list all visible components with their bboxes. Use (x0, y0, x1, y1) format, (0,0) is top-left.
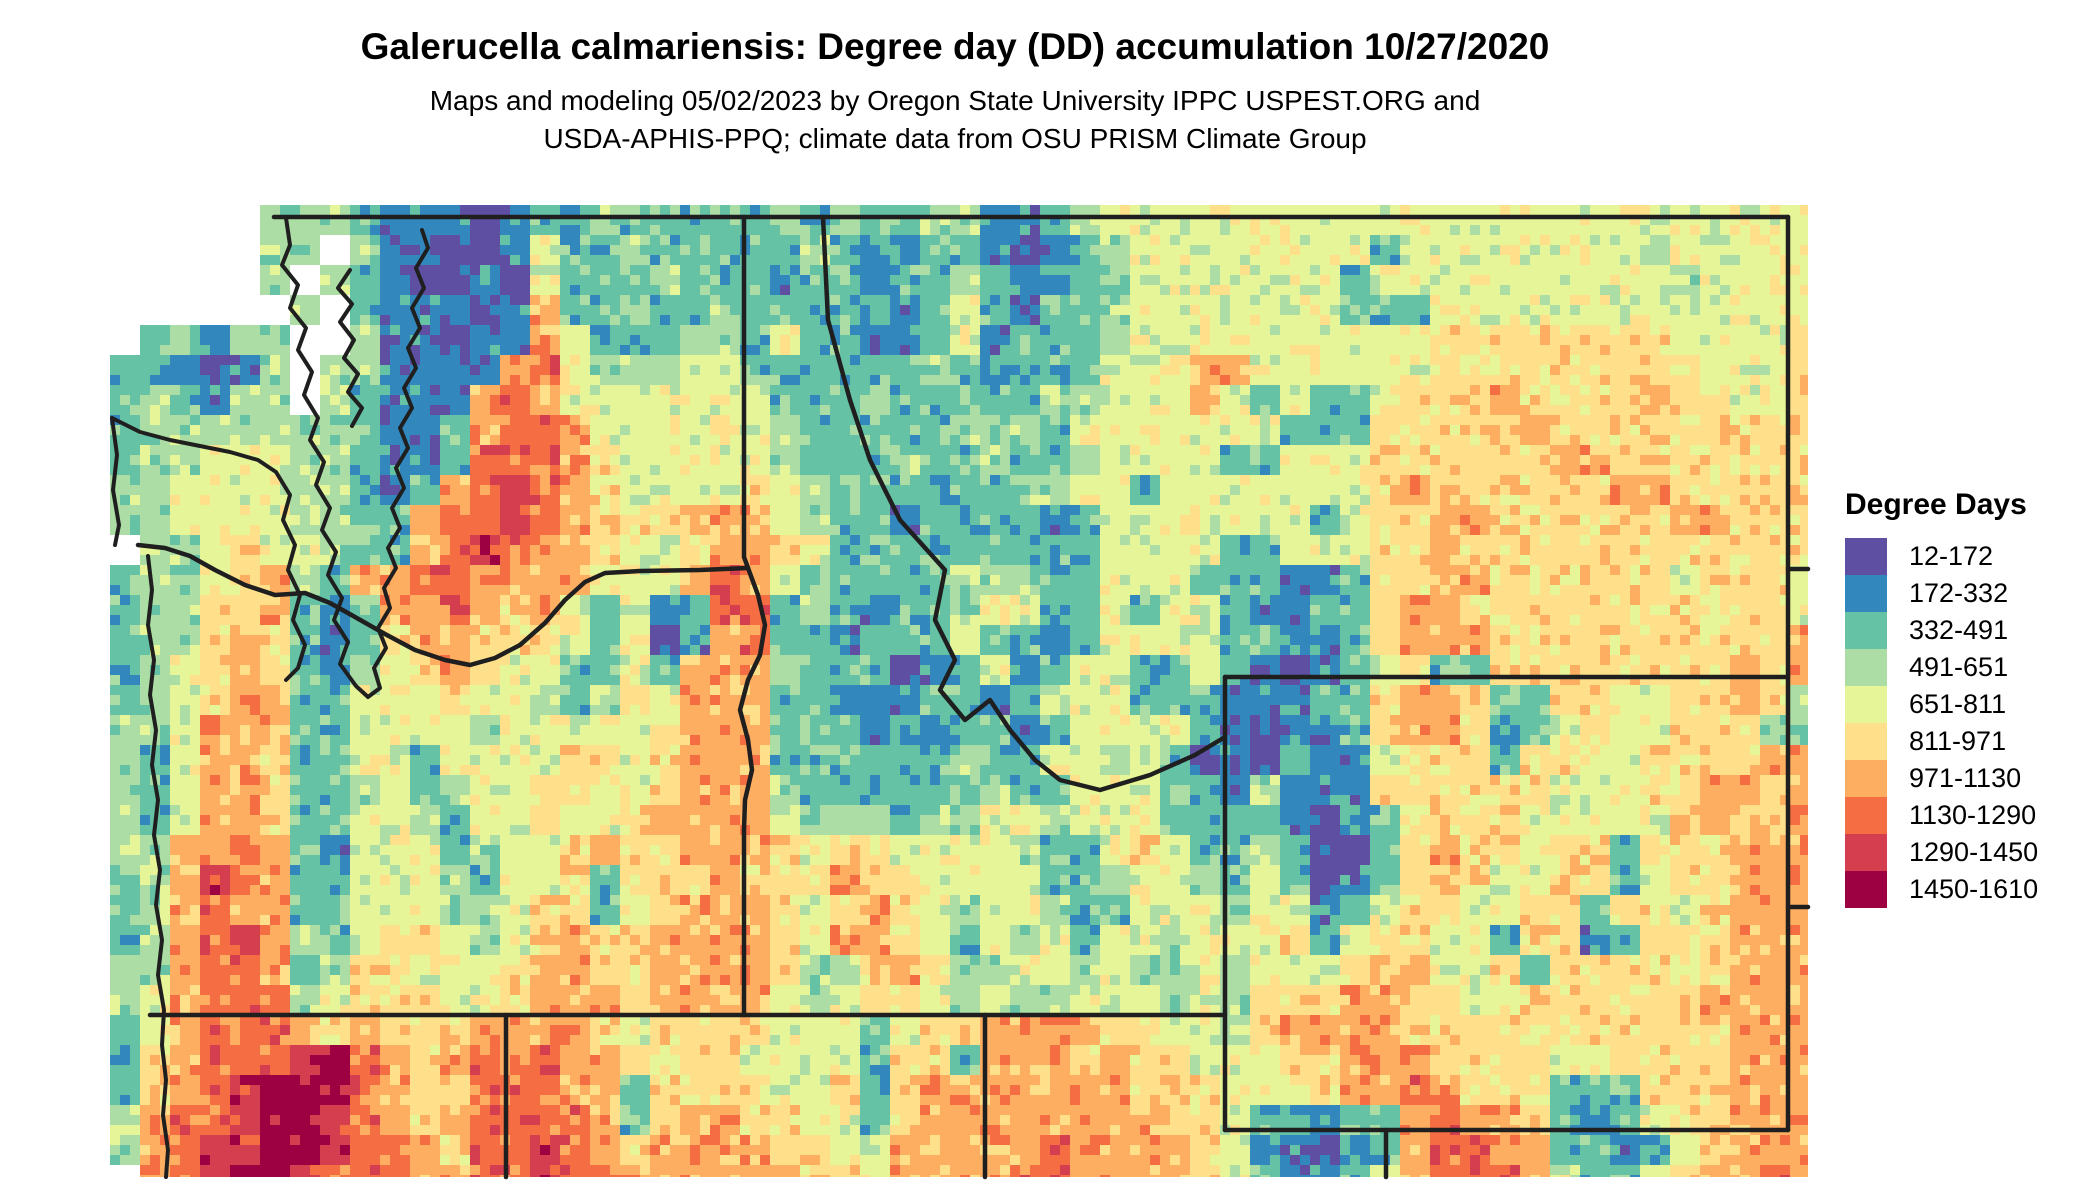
map-raster (110, 205, 1808, 1177)
legend-label: 1130-1290 (1909, 800, 2037, 830)
legend-swatch-icon (1845, 834, 1887, 871)
legend-row: 811-971 (1845, 723, 2095, 760)
legend-row: 971-1130 (1845, 760, 2095, 797)
legend-row: 1450-1610 (1845, 871, 2095, 908)
legend-swatch-icon (1845, 797, 1887, 834)
map-subtitle-line1: Maps and modeling 05/02/2023 by Oregon S… (429, 85, 1481, 116)
legend-label: 332-491 (1909, 615, 2009, 645)
legend-label: 491-651 (1909, 652, 2009, 682)
map-region (110, 205, 1808, 1177)
legend-label: 651-811 (1909, 689, 2007, 719)
legend-label: 172-332 (1909, 578, 2009, 608)
legend-row: 172-332 (1845, 575, 2095, 612)
legend-label: 1450-1610 (1909, 874, 2039, 904)
legend-row: 1290-1450 (1845, 834, 2095, 871)
map-subtitle: Maps and modeling 05/02/2023 by Oregon S… (0, 82, 1910, 158)
legend-label: 811-971 (1909, 726, 2007, 756)
legend-title: Degree Days (1845, 488, 2027, 521)
legend-row: 332-491 (1845, 612, 2095, 649)
legend-rows: 12-172 172-332 332-491 491-651 651-811 811-97… (1845, 538, 2095, 908)
legend-swatch-icon (1845, 871, 1887, 908)
legend-swatch-icon (1845, 686, 1887, 723)
legend-swatch-icon (1845, 723, 1887, 760)
map-title: Galerucella calmariensis: Degree day (DD… (360, 26, 1550, 67)
legend-swatch-icon (1845, 538, 1887, 575)
legend-row: 491-651 (1845, 649, 2095, 686)
legend-swatch-icon (1845, 649, 1887, 686)
legend-label: 1290-1450 (1909, 837, 2039, 867)
legend-label: 971-1130 (1909, 763, 2022, 793)
legend-swatch-icon (1845, 612, 1887, 649)
legend-row: 12-172 (1845, 538, 2095, 575)
legend-swatch-icon (1845, 575, 1887, 612)
legend-row: 651-811 (1845, 686, 2095, 723)
map-subtitle-line2: USDA-APHIS-PPQ; climate data from OSU PR… (543, 123, 1367, 154)
legend-label: 12-172 (1909, 541, 1994, 571)
legend: Degree Days 12-172 172-332 332-491 491-651 6… (1845, 488, 2095, 908)
legend-swatch-icon (1845, 760, 1887, 797)
legend-row: 1130-1290 (1845, 797, 2095, 834)
title-block: Galerucella calmariensis: Degree day (DD… (0, 26, 1910, 158)
